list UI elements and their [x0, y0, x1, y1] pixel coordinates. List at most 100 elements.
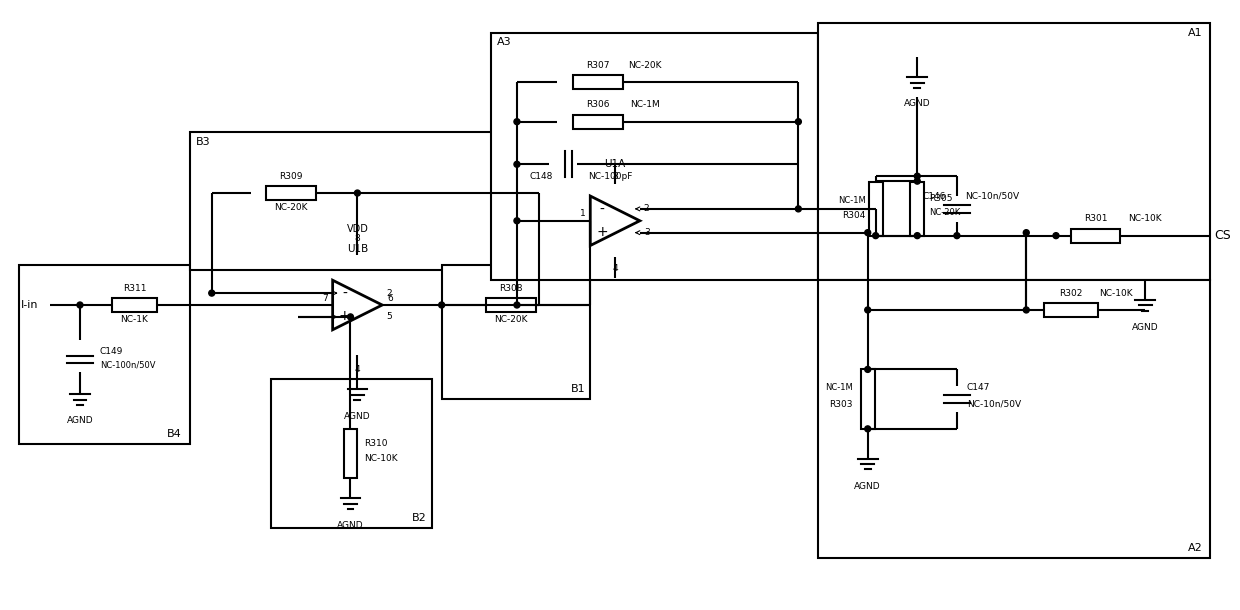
- Text: B3: B3: [196, 137, 211, 146]
- Bar: [491, 32, 818, 280]
- Text: NC-10K: NC-10K: [1128, 214, 1162, 223]
- Bar: [441, 265, 590, 399]
- Text: U1B: U1B: [347, 243, 368, 254]
- Circle shape: [1023, 230, 1029, 235]
- Text: NC-20K: NC-20K: [929, 209, 961, 217]
- Text: NC-10n/50V: NC-10n/50V: [965, 192, 1019, 201]
- Text: NC-10K: NC-10K: [365, 454, 398, 463]
- Circle shape: [864, 230, 870, 235]
- Text: I-in: I-in: [21, 300, 38, 310]
- Circle shape: [208, 290, 215, 296]
- Circle shape: [536, 302, 542, 308]
- Text: 8: 8: [355, 234, 361, 243]
- Text: NC-1K: NC-1K: [120, 315, 149, 325]
- Bar: [573, 115, 622, 129]
- Bar: [272, 379, 432, 528]
- Circle shape: [914, 232, 920, 239]
- Text: 8: 8: [613, 171, 618, 181]
- Circle shape: [873, 232, 879, 239]
- Text: R306: R306: [587, 100, 610, 109]
- Bar: [573, 75, 622, 89]
- Text: U1A: U1A: [604, 159, 626, 170]
- Circle shape: [864, 426, 870, 432]
- Bar: [910, 182, 924, 236]
- Bar: [112, 298, 157, 312]
- Bar: [267, 186, 316, 200]
- Circle shape: [795, 119, 801, 124]
- Text: AGND: AGND: [904, 99, 930, 109]
- Circle shape: [914, 178, 920, 184]
- Bar: [861, 370, 874, 429]
- Text: 5: 5: [386, 312, 392, 321]
- Text: R307: R307: [587, 61, 610, 70]
- Text: AGND: AGND: [345, 412, 371, 422]
- Text: 4: 4: [613, 264, 618, 273]
- Circle shape: [864, 367, 870, 372]
- Bar: [1071, 229, 1121, 243]
- Circle shape: [914, 173, 920, 179]
- Bar: [343, 429, 357, 478]
- Text: AGND: AGND: [854, 482, 882, 491]
- Text: NC-100pF: NC-100pF: [588, 171, 632, 181]
- Circle shape: [795, 206, 801, 212]
- Text: AGND: AGND: [337, 522, 363, 531]
- Text: A1: A1: [1188, 27, 1203, 38]
- Circle shape: [439, 302, 445, 308]
- Bar: [1044, 303, 1099, 317]
- Bar: [818, 23, 1209, 280]
- Text: 7: 7: [322, 293, 327, 303]
- Text: NC-20K: NC-20K: [627, 61, 661, 70]
- Text: NC-10K: NC-10K: [1099, 289, 1132, 298]
- Bar: [486, 298, 536, 312]
- Text: NC-1M: NC-1M: [630, 100, 660, 109]
- Text: R311: R311: [123, 284, 146, 293]
- Text: R305: R305: [929, 195, 952, 204]
- Text: C148: C148: [529, 171, 552, 181]
- Text: R304: R304: [842, 211, 866, 220]
- Text: C149: C149: [99, 347, 123, 356]
- Text: -: -: [600, 203, 605, 217]
- Text: NC-20K: NC-20K: [274, 203, 308, 212]
- Circle shape: [536, 190, 542, 196]
- Text: 3: 3: [644, 228, 650, 237]
- Circle shape: [513, 161, 520, 167]
- Bar: [869, 182, 883, 236]
- Circle shape: [355, 190, 361, 196]
- Text: B2: B2: [412, 513, 427, 523]
- Circle shape: [1053, 232, 1059, 239]
- Text: C147: C147: [967, 382, 991, 392]
- Bar: [818, 280, 1209, 558]
- Circle shape: [347, 314, 353, 320]
- Circle shape: [954, 232, 960, 239]
- Text: R308: R308: [500, 284, 523, 293]
- Text: AGND: AGND: [1132, 323, 1158, 332]
- Text: 1: 1: [579, 209, 585, 218]
- Bar: [190, 132, 551, 270]
- Text: +: +: [339, 309, 351, 323]
- Text: VDD: VDD: [346, 224, 368, 234]
- Circle shape: [1023, 307, 1029, 313]
- Text: 2: 2: [386, 289, 392, 298]
- Text: NC-10n/50V: NC-10n/50V: [967, 400, 1021, 409]
- Text: +: +: [596, 224, 608, 239]
- Text: R303: R303: [830, 400, 853, 409]
- Text: -: -: [342, 287, 347, 301]
- Circle shape: [864, 307, 870, 313]
- Text: R301: R301: [1084, 214, 1107, 223]
- Text: 4: 4: [355, 365, 361, 374]
- Text: 6: 6: [387, 293, 393, 303]
- Text: NC-20K: NC-20K: [495, 315, 528, 325]
- Text: AGND: AGND: [67, 417, 93, 425]
- Text: NC-1M: NC-1M: [838, 196, 866, 206]
- Text: CS: CS: [1214, 229, 1231, 242]
- Text: NC-1M: NC-1M: [825, 382, 853, 392]
- Circle shape: [513, 218, 520, 224]
- Text: NC-100n/50V: NC-100n/50V: [99, 361, 155, 370]
- Text: C146: C146: [923, 192, 946, 201]
- Text: R309: R309: [279, 171, 303, 181]
- Text: A3: A3: [497, 37, 512, 48]
- Text: B1: B1: [570, 384, 585, 394]
- Text: 2: 2: [644, 204, 650, 214]
- Text: A2: A2: [1188, 543, 1203, 553]
- Text: B4: B4: [167, 429, 182, 439]
